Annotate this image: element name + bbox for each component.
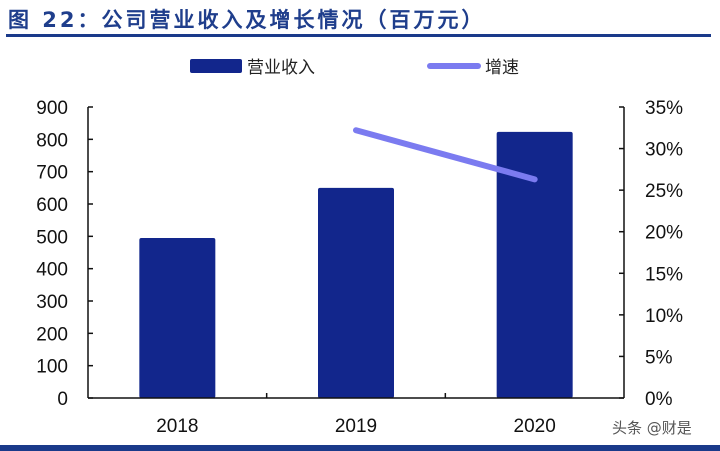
legend-line-label: 增速 xyxy=(485,58,519,78)
x-tick-label: 2020 xyxy=(514,416,556,437)
right-tick-label: 30% xyxy=(645,140,683,161)
bar-2018 xyxy=(139,237,216,398)
left-tick-label: 900 xyxy=(36,98,68,119)
left-tick-label: 300 xyxy=(36,292,68,313)
legend-bar-label: 营业收入 xyxy=(247,58,315,78)
x-tick-label: 2019 xyxy=(335,416,377,437)
left-tick-label: 200 xyxy=(36,324,68,345)
chart-title: 图 22：公司营业收入及增长情况（百万元） xyxy=(8,8,486,32)
legend-bar-swatch xyxy=(190,59,242,73)
left-tick-label: 400 xyxy=(36,260,68,281)
right-tick-label: 5% xyxy=(645,347,673,368)
left-tick-label: 700 xyxy=(36,163,68,184)
growth-line xyxy=(353,127,538,183)
x-tick-label: 2018 xyxy=(156,416,198,437)
title-rule xyxy=(6,34,711,37)
bar-2019 xyxy=(318,187,394,398)
left-tick-label: 500 xyxy=(36,227,68,248)
left-tick-label: 100 xyxy=(36,357,68,378)
bar-2020 xyxy=(496,131,573,398)
right-tick-label: 10% xyxy=(645,306,683,327)
left-tick-label: 800 xyxy=(36,130,68,151)
right-tick-label: 35% xyxy=(645,98,683,119)
watermark: 头条 @财是 xyxy=(612,419,692,437)
right-tick-label: 20% xyxy=(645,223,683,244)
bottom-rule xyxy=(0,445,720,451)
right-tick-label: 15% xyxy=(645,264,683,285)
left-tick-label: 600 xyxy=(36,195,68,216)
right-tick-label: 0% xyxy=(645,389,673,410)
left-tick-label: 0 xyxy=(57,389,68,410)
right-tick-label: 25% xyxy=(645,181,683,202)
